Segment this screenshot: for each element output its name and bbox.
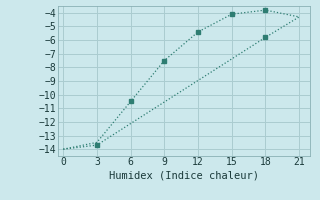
X-axis label: Humidex (Indice chaleur): Humidex (Indice chaleur) <box>109 170 259 180</box>
